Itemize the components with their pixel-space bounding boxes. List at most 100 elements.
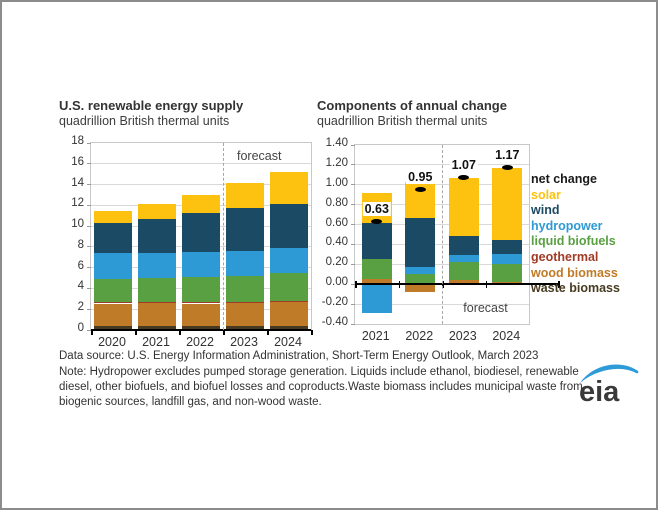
bar-segment [448, 280, 479, 285]
net-change-label: 1.17 [493, 147, 522, 162]
x-axis-tick [355, 281, 357, 289]
bar-segment [361, 259, 392, 280]
bar-segment [94, 210, 132, 223]
y-tick-label: -0.40 [321, 316, 348, 328]
y-tick-label: 0.80 [325, 196, 348, 209]
bar-segment [492, 254, 523, 265]
y-tick-mark [87, 163, 91, 165]
y-tick-label: -0.20 [321, 296, 348, 309]
x-axis-tick [91, 330, 93, 335]
y-tick-mark [351, 243, 355, 245]
y-tick-label: 1.40 [325, 137, 348, 149]
y-tick-label: 10 [71, 218, 84, 231]
y-tick-mark [87, 267, 91, 269]
bar-segment [226, 326, 264, 330]
y-tick-label: 0.00 [325, 276, 348, 289]
bar-segment [226, 301, 264, 303]
y-tick-label: 6 [77, 259, 84, 272]
category-label: 2023 [448, 329, 477, 343]
bar-segment [448, 255, 479, 263]
bar-segment [226, 250, 264, 276]
y-tick-mark [351, 204, 355, 206]
net-change-label: 0.95 [406, 169, 435, 184]
bar-segment [492, 167, 523, 241]
category-label: 2022 [186, 335, 214, 349]
bar-segment [182, 277, 220, 303]
gridline [91, 163, 311, 165]
bar-segment [448, 177, 479, 237]
legend-item: solar [531, 187, 561, 202]
legend-item: net change [531, 172, 597, 186]
bar-segment [138, 219, 176, 254]
bar-segment [182, 303, 220, 327]
y-tick-mark [351, 144, 355, 146]
bar-segment [448, 262, 479, 281]
y-tick-mark [351, 303, 355, 305]
net-change-label: 0.63 [362, 201, 391, 216]
left-chart-title: U.S. renewable energy supply [59, 98, 244, 113]
y-tick-mark [351, 323, 355, 325]
legend-item: wind [531, 203, 560, 218]
bar-segment [270, 301, 308, 303]
y-tick-label: 12 [71, 197, 84, 210]
y-tick-mark [87, 308, 91, 310]
bar-segment [270, 247, 308, 274]
bar-segment [492, 282, 523, 285]
y-tick-label: 1.00 [325, 176, 348, 189]
note-text: Note: Hydropower excludes pumped storage… [59, 366, 583, 408]
legend-item: waste biomass [531, 281, 620, 296]
forecast-label: forecast [237, 149, 282, 163]
y-tick-mark [351, 224, 355, 226]
forecast-label: forecast [463, 301, 508, 316]
bar-segment [405, 217, 436, 268]
y-tick-label: 4 [77, 280, 84, 293]
y-tick-mark [351, 164, 355, 166]
legend-item: liquid biofuels [531, 234, 616, 249]
y-tick-mark [351, 263, 355, 265]
category-label: 2020 [98, 335, 126, 349]
eia-logo-text: eia [579, 376, 620, 406]
x-axis-tick [442, 281, 444, 289]
y-tick-label: 2 [77, 301, 84, 314]
x-axis-tick [267, 330, 269, 335]
bar-segment [94, 326, 132, 330]
bar-segment [361, 284, 392, 314]
forecast-divider [222, 143, 224, 330]
y-tick-label: 0.40 [325, 236, 348, 249]
y-tick-mark [87, 287, 91, 289]
y-tick-label: 0.60 [325, 216, 348, 229]
y-tick-label: 0.20 [325, 256, 348, 269]
data-source-line: Data source: U.S. Energy Information Adm… [59, 350, 539, 362]
bar-segment [405, 267, 436, 275]
forecast-divider [441, 145, 443, 324]
net-change-label: 1.07 [449, 157, 478, 172]
bar-segment [270, 273, 308, 302]
y-tick-mark [351, 184, 355, 186]
category-label: 2024 [492, 329, 521, 343]
net-change-marker [371, 219, 383, 225]
y-tick-mark [351, 283, 355, 285]
bar-segment [270, 326, 308, 330]
bar-segment [138, 253, 176, 279]
legend-item: hydropower [531, 218, 603, 233]
eia-swoosh-icon [580, 364, 639, 383]
bar-segment [226, 183, 264, 209]
y-tick-label: 14 [71, 176, 84, 189]
gridline [91, 184, 311, 186]
y-tick-mark [87, 329, 91, 331]
x-axis-tick [179, 330, 181, 335]
x-axis-tick [485, 281, 487, 289]
y-tick-label: 8 [77, 238, 84, 251]
bar-segment [182, 252, 220, 278]
bar-segment [138, 302, 176, 327]
bar-segment [226, 302, 264, 327]
net-change-marker [458, 175, 470, 181]
x-axis-tick [398, 281, 400, 289]
bar-segment [270, 171, 308, 205]
bar-segment [94, 252, 132, 280]
y-tick-label: 0 [77, 322, 84, 334]
eia-logo: eia [577, 360, 641, 408]
bar-segment [182, 302, 220, 304]
bar-segment [94, 302, 132, 304]
